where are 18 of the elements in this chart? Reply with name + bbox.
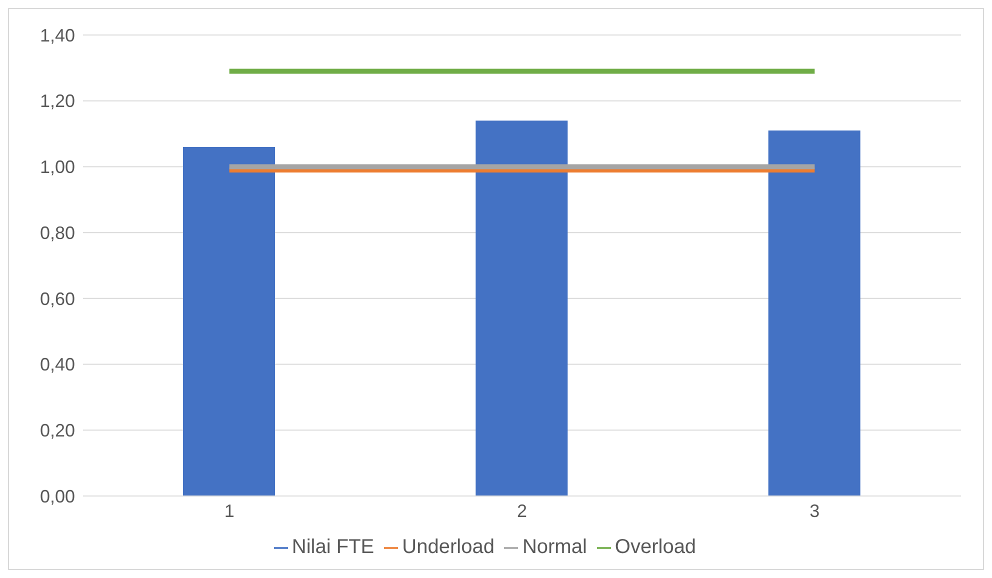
x-tick-label: 3 [810,500,820,521]
bar [476,120,568,496]
y-tick-label: 0,00 [40,486,75,506]
y-tick-label: 0,80 [40,222,75,243]
legend-label: Normal [522,536,587,558]
y-tick-label: 1,40 [40,25,75,46]
legend-label: Nilai FTE [292,536,374,558]
legend-label: Overload [614,536,696,558]
bar [768,130,860,496]
y-tick-label: 0,60 [40,288,75,309]
bar [183,146,275,496]
x-tick-label: 2 [516,500,528,521]
y-tick-label: 1,20 [40,91,75,112]
y-tick-label: 0,40 [40,354,75,375]
y-tick-label: 0,20 [40,420,75,441]
legend-label: Underload [402,536,494,558]
x-tick-label: 1 [224,500,234,521]
y-tick-label: 1,00 [40,157,75,178]
